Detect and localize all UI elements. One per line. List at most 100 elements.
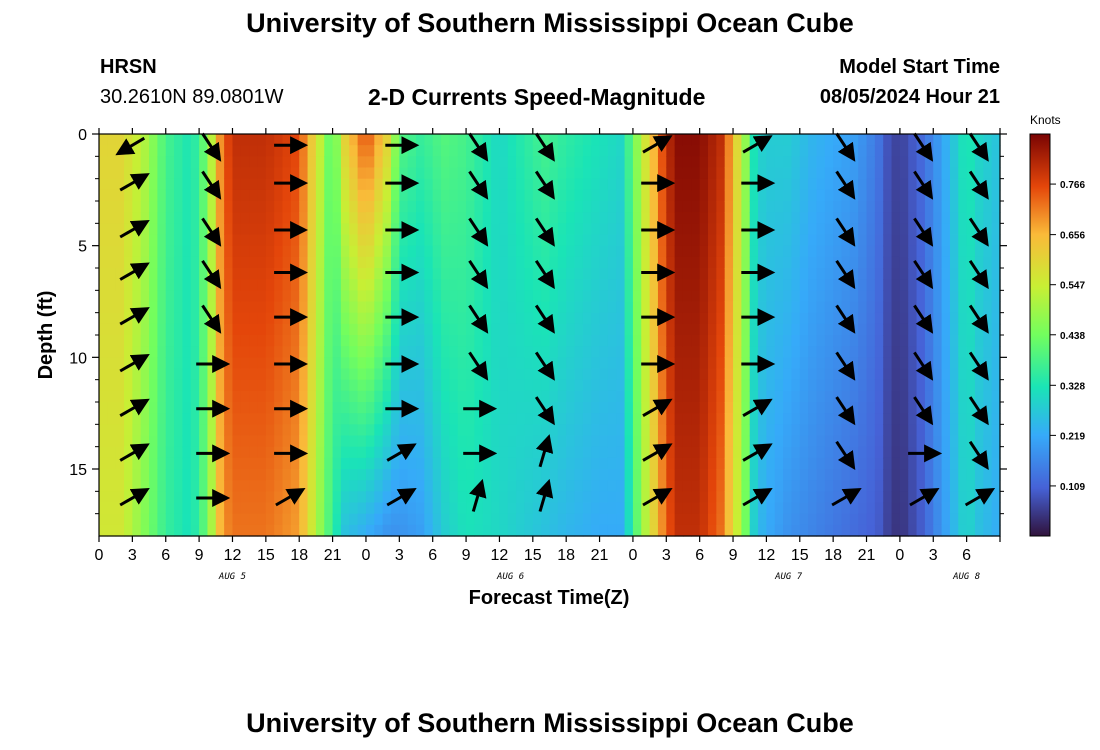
heatmap-cell: [282, 524, 292, 537]
heatmap-cell: [783, 301, 793, 314]
heatmap-cell: [207, 212, 217, 224]
heatmap-cell: [332, 457, 342, 470]
heatmap-cell: [574, 290, 584, 303]
heatmap-cell: [357, 446, 367, 459]
heatmap-cell: [307, 346, 317, 358]
heatmap-cell: [124, 480, 133, 492]
heatmap-cell: [599, 134, 609, 146]
heatmap-cell: [107, 480, 117, 492]
heatmap-cell: [124, 357, 133, 370]
heatmap-cell: [958, 134, 968, 146]
heatmap-cell: [574, 256, 584, 269]
heatmap-cell: [607, 212, 617, 224]
heatmap-cell: [916, 524, 926, 537]
heatmap-cell: [916, 435, 926, 448]
heatmap-cell: [332, 435, 342, 448]
heatmap-cell: [99, 245, 108, 258]
heatmap-cell: [657, 279, 667, 291]
heatmap-cell: [157, 491, 167, 504]
heatmap-cell: [132, 502, 142, 515]
heatmap-cell: [774, 335, 784, 347]
heatmap-cell: [149, 256, 158, 269]
heatmap-cell: [399, 167, 409, 180]
heatmap-cell: [249, 424, 259, 437]
heatmap-cell: [657, 245, 667, 258]
heatmap-cell: [449, 502, 459, 515]
heatmap-cell: [449, 335, 459, 347]
heatmap-cell: [340, 357, 350, 370]
heatmap-cell: [374, 323, 384, 336]
heatmap-cell: [641, 513, 651, 526]
heatmap-cell: [482, 413, 492, 425]
heatmap-cell: [549, 524, 559, 537]
heatmap-cell: [149, 424, 158, 437]
heatmap-cell: [891, 346, 901, 358]
heatmap-cell: [933, 223, 943, 236]
heatmap-cell: [983, 312, 993, 325]
heatmap-cell: [491, 424, 501, 437]
heatmap-cell: [624, 189, 634, 202]
heatmap-cell: [924, 424, 934, 437]
heatmap-cell: [474, 413, 484, 425]
heatmap-cell: [207, 435, 217, 448]
heatmap-cell: [449, 513, 459, 526]
heatmap-cell: [799, 301, 809, 314]
heatmap-cell: [874, 335, 884, 347]
heatmap-cell: [190, 268, 200, 280]
heatmap-cell: [224, 212, 234, 224]
heatmap-cell: [340, 368, 350, 381]
heatmap-cell: [149, 212, 158, 224]
heatmap-cell: [733, 480, 742, 492]
x-tick-label: 12: [758, 547, 776, 564]
heatmap-cell: [249, 368, 259, 381]
heatmap-cell: [282, 279, 292, 291]
heatmap-cell: [407, 290, 417, 303]
heatmap-cell: [949, 201, 959, 213]
heatmap-cell: [340, 223, 350, 236]
heatmap-cell: [416, 234, 425, 247]
heatmap-cell: [374, 178, 384, 191]
heatmap-cell: [507, 424, 517, 437]
heatmap-cell: [958, 156, 968, 169]
heatmap-cell: [315, 480, 325, 492]
heatmap-cell: [115, 256, 125, 269]
heatmap-cell: [641, 335, 651, 347]
heatmap-cell: [666, 402, 676, 414]
heatmap-cell: [315, 234, 325, 247]
heatmap-cell: [749, 335, 759, 347]
heatmap-cell: [466, 390, 476, 403]
heatmap-cell: [349, 178, 359, 191]
heatmap-cell: [557, 234, 567, 247]
heatmap-cell: [449, 156, 459, 169]
heatmap-cell: [441, 402, 450, 414]
heatmap-cell: [716, 357, 726, 370]
heatmap-cell: [232, 402, 242, 414]
heatmap-cell: [708, 402, 717, 414]
heatmap-cell: [357, 145, 367, 157]
heatmap-cell: [299, 189, 309, 202]
heatmap-cell: [883, 201, 893, 213]
heatmap-cell: [716, 491, 726, 504]
heatmap-cell: [858, 268, 868, 280]
heatmap-cell: [624, 156, 634, 169]
heatmap-cell: [716, 346, 726, 358]
heatmap-cell: [824, 457, 834, 470]
heatmap-cell: [849, 435, 859, 448]
heatmap-cell: [741, 469, 751, 481]
heatmap-cell: [983, 513, 993, 526]
heatmap-cell: [724, 335, 734, 347]
heatmap-cell: [632, 480, 642, 492]
heatmap-cell: [516, 435, 526, 448]
heatmap-cell: [240, 435, 250, 448]
heatmap-cell: [574, 312, 584, 325]
heatmap-cell: [566, 301, 576, 314]
heatmap-cell: [799, 346, 809, 358]
heatmap-cell: [365, 390, 375, 403]
heatmap-cell: [482, 245, 492, 258]
heatmap-cell: [758, 290, 767, 303]
heatmap-cell: [708, 357, 717, 370]
heatmap-cell: [407, 502, 417, 515]
heatmap-cell: [265, 346, 275, 358]
heatmap-cell: [324, 480, 334, 492]
